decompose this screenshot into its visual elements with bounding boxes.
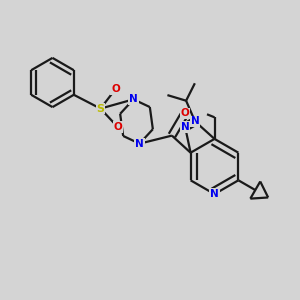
Text: N: N [181,122,190,132]
Text: O: O [111,84,120,94]
Text: N: N [135,139,144,149]
Text: N: N [190,116,200,126]
Text: N: N [210,189,219,199]
Text: N: N [129,94,138,104]
Text: O: O [181,108,190,118]
Text: S: S [97,103,104,114]
Text: O: O [113,122,122,132]
